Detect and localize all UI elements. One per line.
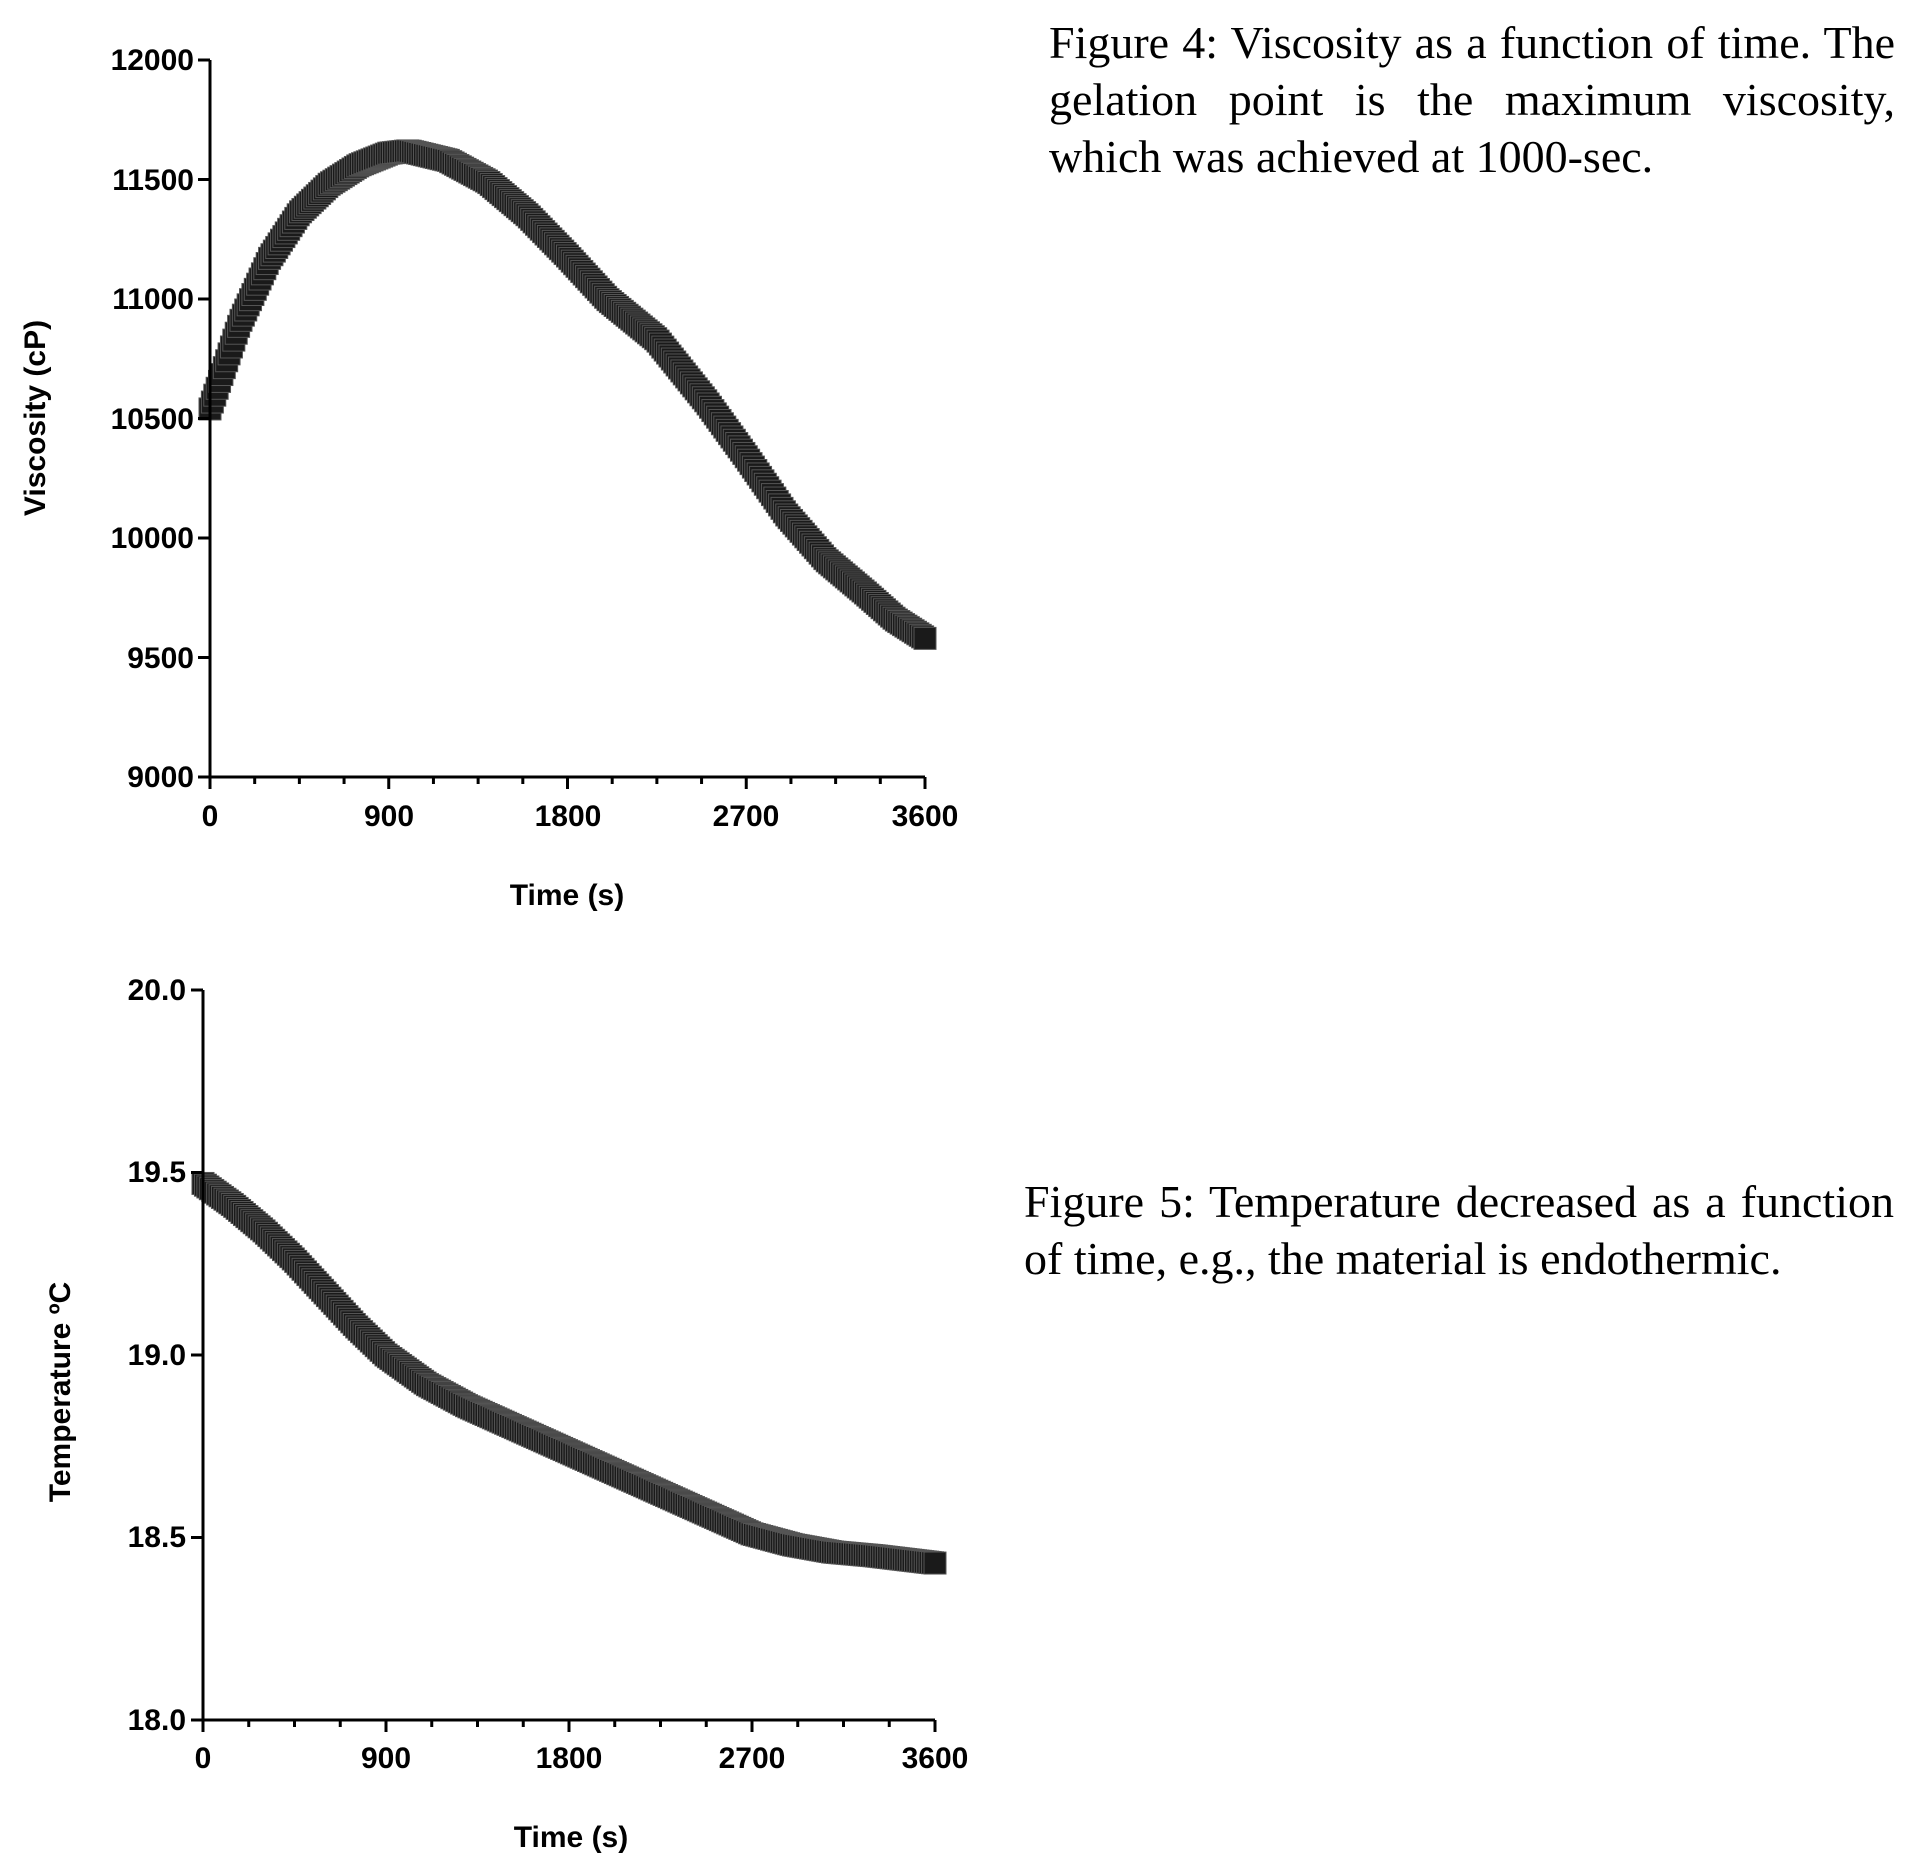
- y-tick-label: 11000: [112, 283, 194, 316]
- plot-area: [198, 139, 937, 650]
- figure-4-caption: Figure 4: Viscosity as a function of tim…: [1049, 17, 1895, 182]
- x-axis-title: Time (s): [510, 879, 624, 912]
- y-tick-label: 18.0: [128, 1704, 186, 1737]
- x-tick-label: 3600: [902, 1742, 969, 1775]
- y-tick-label: 12000: [111, 44, 194, 77]
- x-tick-label: 1800: [536, 1742, 603, 1775]
- x-tick-label: 0: [202, 800, 219, 833]
- data-point: [923, 1551, 947, 1575]
- y-tick-label: 9000: [127, 761, 194, 794]
- x-tick-label: 900: [364, 800, 414, 833]
- y-tick-label: 11500: [112, 164, 194, 197]
- y-axis-title: Temperature ºC: [44, 1282, 77, 1502]
- x-tick-label: 900: [361, 1742, 411, 1775]
- figure-5-caption: Figure 5: Temperature decreased as a fun…: [1024, 1176, 1894, 1284]
- x-axis-title: Time (s): [514, 1821, 628, 1854]
- y-tick-label: 10500: [111, 403, 194, 436]
- temperature-chart: 18.0 18.5 19.0 19.5 20.0 0 900 1800 2700…: [44, 974, 969, 1854]
- x-tick-label: 2700: [713, 800, 780, 833]
- x-tick-label: 2700: [719, 1742, 786, 1775]
- x-tick-label: 3600: [892, 800, 959, 833]
- y-tick-label: 18.5: [128, 1521, 186, 1554]
- y-tick-label: 20.0: [128, 974, 186, 1007]
- y-tick-label: 19.0: [128, 1339, 186, 1372]
- viscosity-chart: 9000 9500 10000 10500 11000 11500 12000 …: [19, 44, 959, 912]
- data-point: [913, 626, 937, 650]
- plot-area: [191, 1171, 947, 1575]
- y-tick-label: 9500: [127, 642, 194, 675]
- y-tick-label: 10000: [111, 522, 194, 555]
- x-tick-label: 1800: [535, 800, 602, 833]
- y-tick-label: 19.5: [128, 1156, 186, 1189]
- y-axis-title: Viscosity (cP): [19, 320, 52, 516]
- x-tick-label: 0: [195, 1742, 212, 1775]
